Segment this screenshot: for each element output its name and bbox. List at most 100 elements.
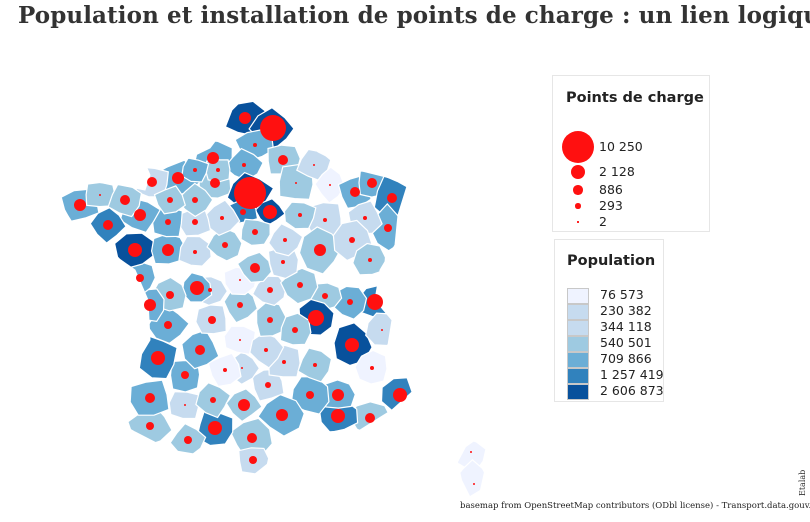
legend-circle-item: 10 250: [553, 131, 709, 163]
charge-point-circle: [367, 178, 377, 188]
charge-point-circle: [384, 224, 392, 232]
charge-point-circle: [253, 143, 257, 147]
legend-circle-label: 10 250: [599, 139, 643, 154]
charge-point-circle: [263, 205, 277, 219]
charge-point-circle: [128, 243, 142, 257]
charge-point-circle: [323, 218, 327, 222]
charge-point-circle: [313, 164, 315, 166]
charge-point-circle: [313, 363, 317, 367]
charge-point-circle: [350, 187, 360, 197]
charge-point-circle: [151, 351, 165, 365]
legend-population-item: 2 606 873: [567, 383, 664, 400]
legend-circle-marker: [570, 164, 586, 180]
charge-point-circle: [347, 299, 353, 305]
charge-point-circle: [120, 195, 130, 205]
legend-circle-item: 2: [553, 214, 709, 230]
legend-population-item: 76 573: [567, 287, 662, 304]
charge-point-circle: [240, 209, 246, 215]
legend-population-item: 1 257 419: [567, 367, 664, 384]
charge-point-circle: [184, 404, 186, 406]
legend-circle-label: 293: [599, 198, 623, 213]
charge-point-circle: [239, 339, 241, 341]
legend-population-swatch: [567, 384, 589, 400]
legend-population-label: 76 573: [600, 287, 644, 302]
legend-population-label: 230 382: [600, 303, 652, 318]
charge-point-circle: [238, 399, 250, 411]
legend-charge-points-title: Points de charge: [566, 90, 704, 106]
charge-point-circle: [145, 393, 155, 403]
charge-point-circle: [363, 216, 367, 220]
legend-charge-points: Points de charge 10 250 2 128 886 293 2: [552, 75, 710, 232]
charge-point-circle: [207, 152, 219, 164]
charge-point-circle: [292, 327, 298, 333]
legend-population-swatch: [567, 368, 589, 384]
charge-point-circle: [193, 250, 197, 254]
legend-population-title: Population: [567, 253, 656, 269]
charge-point-circle: [237, 302, 243, 308]
charge-point-circle: [210, 178, 220, 188]
charge-point-circle: [322, 293, 328, 299]
legend-population-label: 1 257 419: [600, 367, 664, 382]
charge-point-circle: [222, 242, 228, 248]
france-outline: [54, 99, 413, 479]
charge-point-circle: [345, 338, 359, 352]
charge-point-circle: [239, 279, 241, 281]
legend-circle-label: 2 128: [599, 164, 635, 179]
charge-point-circle: [103, 220, 113, 230]
legend-population-item: 344 118: [567, 319, 662, 336]
charge-point-circle: [308, 310, 324, 326]
brand-label: Etalab: [798, 469, 807, 496]
charge-point-circle: [147, 177, 157, 187]
charge-point-circle: [136, 274, 144, 282]
charge-point-circle: [144, 299, 156, 311]
charge-point-circle: [470, 451, 472, 453]
legend-circle-label: 2: [599, 214, 607, 229]
legend-population-swatch: [567, 352, 589, 368]
charge-point-circle: [190, 281, 204, 295]
page-title: Population et installation de points de …: [18, 2, 810, 29]
charge-point-circle: [181, 371, 189, 379]
charge-point-circle: [314, 244, 326, 256]
charge-point-circle: [278, 155, 288, 165]
charge-point-circle: [250, 263, 260, 273]
charge-point-circle: [276, 409, 288, 421]
charge-point-circle: [241, 367, 243, 369]
charge-point-circle: [247, 433, 257, 443]
charge-point-circle: [267, 287, 273, 293]
charge-point-circle: [223, 368, 227, 372]
charge-points-circles: [74, 112, 475, 485]
charge-point-circle: [298, 213, 302, 217]
legend-population-swatch: [567, 304, 589, 320]
legend-circle-label: 886: [599, 182, 623, 197]
charge-point-circle: [242, 163, 246, 167]
charge-point-circle: [74, 199, 86, 211]
map-credit: basemap from OpenStreetMap contributors …: [460, 501, 810, 511]
charge-point-circle: [281, 260, 285, 264]
charge-point-circle: [165, 219, 171, 225]
charge-point-circle: [192, 219, 198, 225]
charge-point-circle: [283, 238, 287, 242]
charge-point-circle: [239, 112, 251, 124]
legend-circle-item: 886: [553, 182, 709, 198]
charge-point-circle: [162, 244, 174, 256]
legend-population-swatch: [567, 320, 589, 336]
legend-circle-marker: [577, 221, 579, 223]
charge-point-circle: [367, 294, 383, 310]
charge-point-circle: [146, 422, 154, 430]
charge-point-circle: [365, 413, 375, 423]
department-area: [458, 458, 486, 496]
charge-point-circle: [134, 209, 146, 221]
charge-point-circle: [381, 329, 383, 331]
legend-circle-item: 2 128: [553, 164, 709, 180]
charge-point-circle: [260, 115, 286, 141]
charge-point-circle: [387, 193, 397, 203]
charge-point-circle: [167, 197, 173, 203]
charge-point-circle: [164, 321, 172, 329]
legend-population-label: 709 866: [600, 351, 652, 366]
charge-point-circle: [265, 382, 271, 388]
legend-circle-marker: [573, 185, 583, 195]
legend-population-label: 540 501: [600, 335, 652, 350]
charge-point-circle: [393, 388, 407, 402]
charge-point-circle: [249, 456, 257, 464]
charge-point-circle: [208, 421, 222, 435]
